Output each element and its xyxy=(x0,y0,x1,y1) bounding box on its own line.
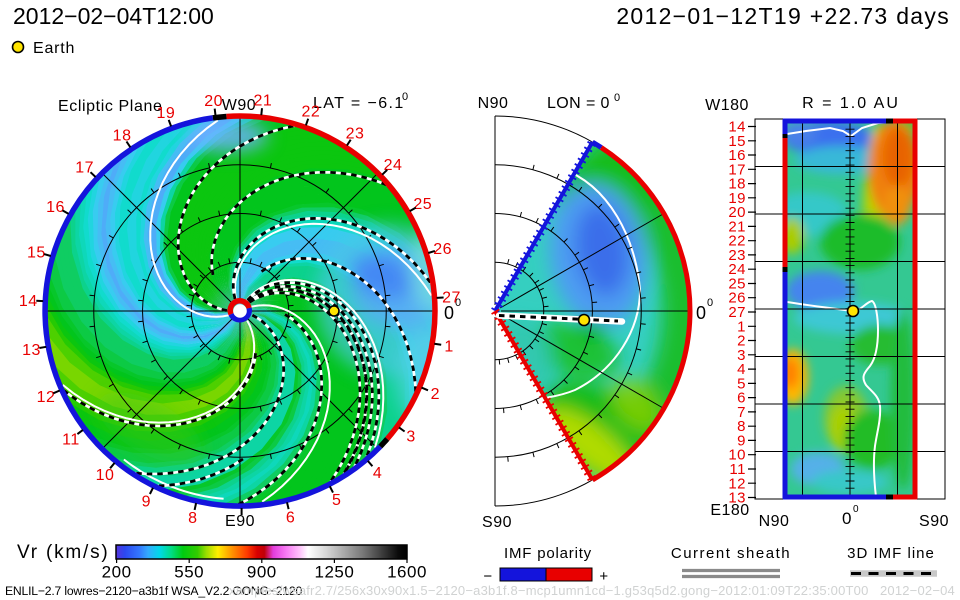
svg-text:R = 1.0 AU: R = 1.0 AU xyxy=(802,95,900,112)
svg-text:3: 3 xyxy=(737,347,746,364)
svg-text:9: 9 xyxy=(142,494,151,511)
svg-text:900: 900 xyxy=(247,563,277,582)
svg-text:21: 21 xyxy=(254,93,273,110)
svg-text:8: 8 xyxy=(737,418,746,435)
svg-text:1: 1 xyxy=(737,318,746,335)
svg-text:27: 27 xyxy=(442,289,461,306)
svg-text:W180: W180 xyxy=(705,97,749,114)
svg-text:26: 26 xyxy=(433,241,452,258)
svg-text:14: 14 xyxy=(728,119,746,136)
svg-text:23: 23 xyxy=(728,247,746,264)
svg-text:20: 20 xyxy=(728,204,746,221)
svg-text:17: 17 xyxy=(75,159,94,176)
svg-text:7: 7 xyxy=(737,404,746,421)
svg-text:15: 15 xyxy=(27,244,46,261)
svg-text:18: 18 xyxy=(113,127,132,144)
svg-text:16: 16 xyxy=(728,147,746,164)
svg-text:11: 11 xyxy=(62,431,80,448)
svg-text:2: 2 xyxy=(737,333,746,350)
svg-text:6: 6 xyxy=(737,390,746,407)
svg-text:1600: 1600 xyxy=(387,563,427,582)
svg-text:15: 15 xyxy=(728,133,746,150)
svg-text:17: 17 xyxy=(728,161,746,178)
svg-text:N90: N90 xyxy=(759,513,790,530)
svg-text:14: 14 xyxy=(19,293,38,310)
svg-text:ENLIL−2.7 lowres−2120−a3b1f WS: ENLIL−2.7 lowres−2120−a3b1f WSA_V2.2 GON… xyxy=(5,584,302,598)
svg-text:0: 0 xyxy=(707,297,713,309)
svg-text:21: 21 xyxy=(728,218,746,235)
svg-text:19: 19 xyxy=(156,105,175,122)
svg-text:LAT = −6.1: LAT = −6.1 xyxy=(313,95,405,112)
svg-text:9: 9 xyxy=(737,432,746,449)
svg-text:xamples/wsafr2.7/256x30x90x1.5: xamples/wsafr2.7/256x30x90x1.5−2120−a3b1… xyxy=(229,583,955,598)
svg-text:25: 25 xyxy=(728,275,746,292)
svg-text:4: 4 xyxy=(373,465,382,482)
svg-text:24: 24 xyxy=(384,157,403,174)
svg-text:0: 0 xyxy=(455,297,461,309)
svg-text:23: 23 xyxy=(346,125,365,142)
svg-text:0: 0 xyxy=(614,92,620,104)
svg-text:4: 4 xyxy=(737,361,746,378)
svg-text:0: 0 xyxy=(402,91,408,103)
svg-text:1250: 1250 xyxy=(314,563,354,582)
svg-text:N90: N90 xyxy=(478,95,509,112)
svg-text:+: + xyxy=(599,568,608,585)
svg-text:3: 3 xyxy=(406,429,415,446)
svg-text:20: 20 xyxy=(204,93,223,110)
svg-text:11: 11 xyxy=(729,461,746,478)
svg-text:5: 5 xyxy=(737,375,746,392)
svg-text:E180: E180 xyxy=(710,502,749,519)
svg-text:3D IMF line: 3D IMF line xyxy=(847,545,935,562)
svg-text:0: 0 xyxy=(853,504,859,515)
svg-text:S90: S90 xyxy=(482,514,512,531)
svg-text:10: 10 xyxy=(728,447,746,464)
svg-text:0: 0 xyxy=(444,303,455,323)
svg-text:16: 16 xyxy=(46,199,65,216)
svg-text:200: 200 xyxy=(102,563,132,582)
svg-text:12: 12 xyxy=(37,389,56,406)
svg-text:8: 8 xyxy=(188,510,197,527)
svg-text:25: 25 xyxy=(413,196,432,213)
svg-text:12: 12 xyxy=(728,475,746,492)
svg-text:2012−02−04T12:00: 2012−02−04T12:00 xyxy=(13,3,214,29)
svg-text:2: 2 xyxy=(431,386,440,403)
svg-text:1: 1 xyxy=(444,339,453,356)
svg-text:6: 6 xyxy=(286,509,295,526)
svg-text:2012−01−12T19 +22.73 days: 2012−01−12T19 +22.73 days xyxy=(616,3,950,29)
svg-text:E90: E90 xyxy=(225,513,255,530)
svg-text:IMF polarity: IMF polarity xyxy=(504,545,592,562)
svg-text:−: − xyxy=(483,568,492,585)
svg-text:LON = 0: LON = 0 xyxy=(547,95,610,112)
svg-text:18: 18 xyxy=(728,176,746,193)
svg-text:550: 550 xyxy=(174,563,204,582)
svg-text:13: 13 xyxy=(22,342,41,359)
svg-text:Current sheath: Current sheath xyxy=(671,545,791,562)
svg-text:13: 13 xyxy=(728,490,746,507)
svg-text:S90: S90 xyxy=(919,513,949,530)
svg-text:24: 24 xyxy=(728,261,746,278)
svg-text:Vr (km/s): Vr (km/s) xyxy=(17,542,110,563)
svg-text:Earth: Earth xyxy=(33,40,75,57)
svg-text:10: 10 xyxy=(96,467,115,484)
svg-text:W90: W90 xyxy=(222,97,256,114)
svg-text:26: 26 xyxy=(728,290,746,307)
svg-text:5: 5 xyxy=(332,492,341,509)
svg-text:19: 19 xyxy=(728,190,746,207)
svg-text:Ecliptic Plane: Ecliptic Plane xyxy=(58,98,162,115)
svg-text:27: 27 xyxy=(728,304,746,321)
svg-text:0: 0 xyxy=(696,303,707,323)
svg-text:22: 22 xyxy=(728,233,746,250)
svg-text:22: 22 xyxy=(301,104,320,121)
svg-text:0: 0 xyxy=(842,509,852,528)
